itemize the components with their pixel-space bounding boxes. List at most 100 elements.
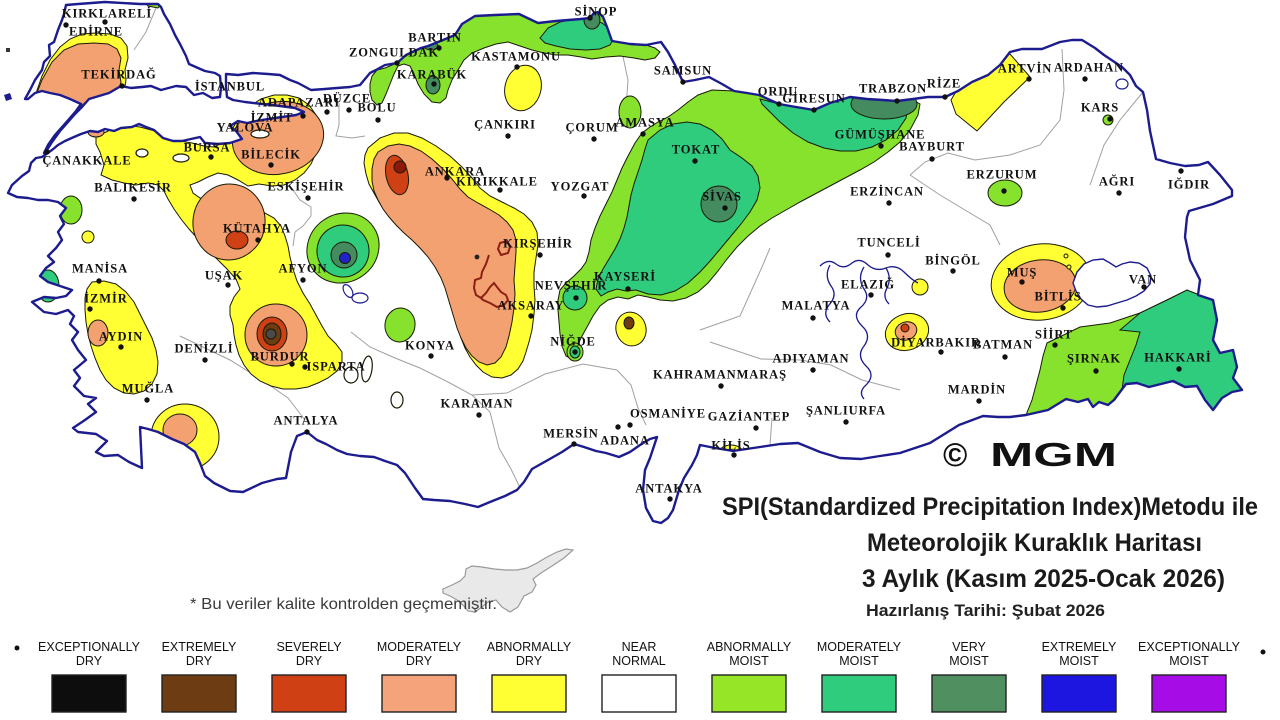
svg-text:OSMANİYE: OSMANİYE	[630, 407, 706, 421]
svg-text:3 Aylık (Kasım 2025-Ocak 2026): 3 Aylık (Kasım 2025-Ocak 2026)	[862, 565, 1225, 593]
svg-text:KAHRAMANMARAŞ: KAHRAMANMARAŞ	[653, 368, 787, 382]
svg-text:©: ©	[943, 436, 967, 473]
svg-text:MUĞLA: MUĞLA	[122, 382, 174, 396]
svg-text:ERZURUM: ERZURUM	[967, 168, 1038, 182]
svg-text:MUŞ: MUŞ	[1007, 266, 1037, 280]
svg-text:KÜTAHYA: KÜTAHYA	[223, 222, 291, 236]
svg-text:BİNGÖL: BİNGÖL	[925, 254, 980, 268]
svg-text:UŞAK: UŞAK	[205, 269, 243, 283]
svg-text:ANTAKYA: ANTAKYA	[635, 482, 702, 496]
svg-text:BURDUR: BURDUR	[251, 350, 310, 364]
svg-text:VAN: VAN	[1129, 273, 1157, 287]
svg-text:KIRIKKALE: KIRIKKALE	[456, 175, 538, 189]
svg-text:EXCEPTIONALLY: EXCEPTIONALLY	[1138, 640, 1241, 654]
svg-text:GAZİANTEP: GAZİANTEP	[708, 410, 790, 424]
svg-text:ESKİŞEHİR: ESKİŞEHİR	[268, 180, 345, 194]
svg-text:YOZGAT: YOZGAT	[551, 180, 610, 194]
svg-text:SPI(Standardized Precipitation: SPI(Standardized Precipitation Index)Met…	[722, 493, 1258, 521]
svg-text:AĞRI: AĞRI	[1099, 175, 1135, 189]
svg-text:EDİRNE: EDİRNE	[69, 25, 123, 39]
svg-text:KONYA: KONYA	[405, 339, 455, 353]
svg-text:NEAR: NEAR	[622, 640, 657, 654]
svg-text:ADANA: ADANA	[600, 434, 650, 448]
svg-text:TEKİRDAĞ: TEKİRDAĞ	[81, 68, 156, 82]
svg-text:BOLU: BOLU	[357, 101, 396, 115]
svg-text:BAYBURT: BAYBURT	[899, 140, 965, 154]
svg-text:ANKARA: ANKARA	[425, 165, 485, 179]
svg-text:IĞDIR: IĞDIR	[1168, 178, 1210, 192]
svg-text:DRY: DRY	[186, 654, 213, 668]
svg-text:ABNORMALLY: ABNORMALLY	[707, 640, 792, 654]
svg-text:ŞIRNAK: ŞIRNAK	[1067, 352, 1121, 366]
svg-text:EXCEPTIONALLY: EXCEPTIONALLY	[38, 640, 141, 654]
svg-text:ERZİNCAN: ERZİNCAN	[850, 185, 924, 199]
svg-text:VERY: VERY	[952, 640, 986, 654]
svg-text:* Bu veriler kalite kontrolden: * Bu veriler kalite kontrolden geçmemişt…	[190, 596, 497, 613]
svg-text:Meteorolojik Kuraklık Haritası: Meteorolojik Kuraklık Haritası	[867, 529, 1202, 557]
svg-text:Hazırlanış Tarihi: Şubat 2026: Hazırlanış Tarihi: Şubat 2026	[866, 601, 1105, 620]
svg-text:BALIKESİR: BALIKESİR	[94, 181, 172, 195]
svg-text:HAKKARİ: HAKKARİ	[1144, 351, 1211, 365]
svg-text:SİİRT: SİİRT	[1035, 328, 1073, 342]
svg-text:RİZE: RİZE	[927, 77, 961, 91]
svg-text:BURSA: BURSA	[184, 141, 231, 155]
svg-text:TOKAT: TOKAT	[672, 143, 721, 157]
svg-text:DİYARBAKIR: DİYARBAKIR	[891, 336, 981, 350]
svg-text:İZMİT: İZMİT	[251, 111, 294, 125]
svg-text:ZONGULDAK: ZONGULDAK	[349, 46, 439, 60]
svg-text:KIRKLARELİ: KIRKLARELİ	[62, 7, 152, 21]
svg-text:DÜZCE: DÜZCE	[323, 92, 371, 106]
svg-text:MOIST: MOIST	[1169, 654, 1209, 668]
svg-text:ANTALYA: ANTALYA	[274, 414, 339, 428]
svg-text:KARS: KARS	[1081, 101, 1119, 115]
svg-text:ŞANLIURFA: ŞANLIURFA	[806, 404, 886, 418]
svg-text:ORDU: ORDU	[758, 85, 798, 99]
svg-text:TRABZON: TRABZON	[859, 82, 927, 96]
svg-text:AKSARAY: AKSARAY	[498, 299, 565, 313]
svg-text:KARABÜK: KARABÜK	[397, 68, 467, 82]
svg-text:İSTANBUL: İSTANBUL	[195, 80, 265, 94]
svg-text:MOIST: MOIST	[839, 654, 879, 668]
svg-text:MOIST: MOIST	[949, 654, 989, 668]
svg-text:ADAPAZARI: ADAPAZARI	[258, 96, 340, 110]
svg-text:İZMİR: İZMİR	[84, 292, 127, 306]
svg-text:ARTVİN: ARTVİN	[998, 62, 1052, 76]
svg-text:MALATYA: MALATYA	[782, 299, 851, 313]
svg-text:KİLİS: KİLİS	[711, 439, 750, 453]
svg-text:NİĞDE: NİĞDE	[550, 335, 595, 349]
svg-text:KASTAMONU: KASTAMONU	[471, 50, 561, 64]
svg-text:ÇORUM: ÇORUM	[565, 121, 618, 135]
svg-text:DRY: DRY	[516, 654, 543, 668]
svg-text:NEVŞEHİR: NEVŞEHİR	[535, 279, 608, 293]
svg-text:ABNORMALLY: ABNORMALLY	[487, 640, 572, 654]
svg-text:YALOVA: YALOVA	[217, 121, 274, 135]
svg-text:ADIYAMAN: ADIYAMAN	[773, 352, 850, 366]
svg-text:SİVAS: SİVAS	[702, 190, 742, 204]
svg-text:DRY: DRY	[296, 654, 323, 668]
svg-text:KIRŞEHİR: KIRŞEHİR	[503, 237, 573, 251]
svg-text:AYDIN: AYDIN	[99, 330, 143, 344]
svg-text:BATMAN: BATMAN	[973, 338, 1033, 352]
svg-text:DRY: DRY	[76, 654, 103, 668]
svg-text:AMASYA: AMASYA	[615, 116, 674, 130]
svg-text:GİRESUN: GİRESUN	[782, 92, 845, 106]
svg-text:SEVERELY: SEVERELY	[276, 640, 342, 654]
svg-text:MOIST: MOIST	[1059, 654, 1099, 668]
svg-text:DENİZLİ: DENİZLİ	[174, 342, 233, 356]
svg-text:ARDAHAN: ARDAHAN	[1054, 61, 1124, 75]
svg-text:KARAMAN: KARAMAN	[441, 397, 514, 411]
svg-text:AFYON: AFYON	[279, 262, 328, 276]
svg-text:MOIST: MOIST	[729, 654, 769, 668]
svg-text:BARTIN: BARTIN	[408, 31, 462, 45]
svg-text:GÜMÜŞHANE: GÜMÜŞHANE	[835, 128, 926, 142]
svg-text:MODERATELY: MODERATELY	[817, 640, 902, 654]
svg-text:ISPARTA: ISPARTA	[307, 360, 366, 374]
svg-text:ÇANKIRI: ÇANKIRI	[474, 118, 536, 132]
svg-text:MANİSA: MANİSA	[72, 262, 128, 276]
svg-text:EXTREMELY: EXTREMELY	[1042, 640, 1117, 654]
svg-text:TUNCELİ: TUNCELİ	[857, 236, 920, 250]
svg-text:MODERATELY: MODERATELY	[377, 640, 462, 654]
svg-text:NORMAL: NORMAL	[612, 654, 666, 668]
svg-text:MERSİN: MERSİN	[543, 427, 598, 441]
svg-text:ELAZIĞ: ELAZIĞ	[841, 278, 895, 292]
